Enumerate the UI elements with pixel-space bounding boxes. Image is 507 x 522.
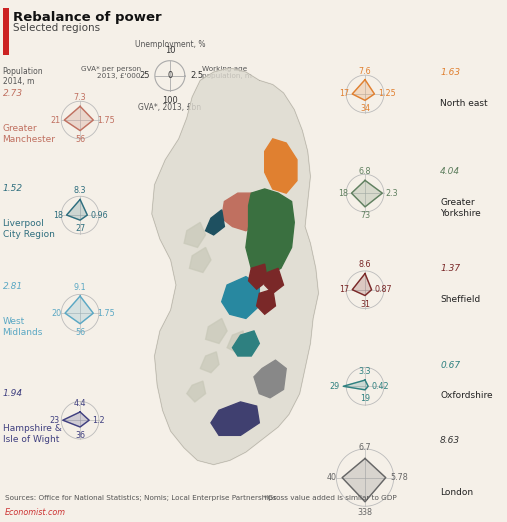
Text: West
Midlands: West Midlands bbox=[3, 317, 43, 337]
Text: 10: 10 bbox=[165, 46, 175, 55]
Text: GVA* per person
2013, £'000: GVA* per person 2013, £'000 bbox=[81, 66, 140, 79]
Polygon shape bbox=[66, 199, 87, 220]
Polygon shape bbox=[227, 331, 243, 352]
Text: 25: 25 bbox=[139, 71, 150, 80]
Text: Hampshire &
Isle of Wight: Hampshire & Isle of Wight bbox=[3, 424, 61, 444]
Text: 5.78: 5.78 bbox=[391, 473, 409, 482]
Text: 18: 18 bbox=[338, 188, 348, 198]
Text: 1.63: 1.63 bbox=[440, 68, 460, 77]
Polygon shape bbox=[65, 296, 93, 324]
Text: 27: 27 bbox=[75, 224, 85, 233]
Text: London: London bbox=[440, 488, 473, 497]
Text: 1.37: 1.37 bbox=[440, 264, 460, 273]
Text: 0.96: 0.96 bbox=[91, 210, 108, 220]
Polygon shape bbox=[265, 139, 297, 193]
Text: 4.4: 4.4 bbox=[74, 399, 86, 408]
Polygon shape bbox=[64, 106, 93, 130]
Text: 20: 20 bbox=[52, 309, 62, 318]
Text: 1.2: 1.2 bbox=[92, 416, 105, 425]
Text: 7.6: 7.6 bbox=[359, 66, 371, 76]
Text: 4.04: 4.04 bbox=[440, 168, 460, 176]
Text: 17: 17 bbox=[339, 89, 349, 99]
Text: 21: 21 bbox=[51, 115, 61, 125]
Polygon shape bbox=[187, 381, 206, 402]
Text: Liverpool
City Region: Liverpool City Region bbox=[3, 219, 54, 239]
Text: 23: 23 bbox=[49, 416, 59, 425]
Text: 8.63: 8.63 bbox=[440, 436, 460, 445]
Text: 0.42: 0.42 bbox=[372, 382, 389, 391]
Polygon shape bbox=[248, 264, 267, 289]
Text: Economist.com: Economist.com bbox=[5, 508, 66, 517]
Text: 18: 18 bbox=[53, 210, 63, 220]
Text: 2.3: 2.3 bbox=[386, 188, 399, 198]
Text: Sheffield: Sheffield bbox=[440, 295, 480, 304]
Text: 56: 56 bbox=[75, 328, 85, 337]
Polygon shape bbox=[254, 360, 286, 398]
Text: Selected regions: Selected regions bbox=[13, 23, 100, 33]
Polygon shape bbox=[206, 210, 225, 235]
Polygon shape bbox=[63, 412, 89, 427]
Text: 6.8: 6.8 bbox=[359, 167, 371, 176]
Text: 1.75: 1.75 bbox=[97, 309, 115, 318]
Text: Unemployment, %: Unemployment, % bbox=[134, 41, 205, 50]
Text: 1.25: 1.25 bbox=[378, 89, 395, 99]
Polygon shape bbox=[246, 189, 294, 277]
Polygon shape bbox=[352, 80, 375, 100]
Polygon shape bbox=[206, 318, 227, 343]
Text: 1.52: 1.52 bbox=[3, 184, 23, 193]
Text: *Gross value added is similar to GDP: *Gross value added is similar to GDP bbox=[264, 495, 396, 501]
Polygon shape bbox=[200, 352, 219, 373]
Text: 2.5: 2.5 bbox=[190, 71, 203, 80]
Text: Rebalance of power: Rebalance of power bbox=[13, 11, 162, 25]
Text: 56: 56 bbox=[75, 135, 85, 144]
Text: 7.3: 7.3 bbox=[74, 93, 86, 102]
Text: Population
2014, m: Population 2014, m bbox=[3, 67, 43, 86]
Text: North east: North east bbox=[440, 99, 488, 108]
Text: 31: 31 bbox=[360, 300, 370, 309]
Text: 1.75: 1.75 bbox=[97, 115, 115, 125]
Text: 73: 73 bbox=[360, 211, 370, 220]
Text: Sources: Office for National Statistics; Nomis; Local Enterprise Partnerships: Sources: Office for National Statistics;… bbox=[5, 495, 277, 501]
Polygon shape bbox=[351, 180, 382, 207]
Text: Working age
population, m: Working age population, m bbox=[202, 66, 252, 79]
Text: 8.3: 8.3 bbox=[74, 186, 86, 195]
Text: 0: 0 bbox=[167, 71, 172, 80]
Text: 3.3: 3.3 bbox=[359, 367, 371, 376]
Polygon shape bbox=[352, 274, 372, 295]
Text: 34: 34 bbox=[360, 104, 370, 113]
Text: 19: 19 bbox=[360, 394, 370, 403]
Text: 6.7: 6.7 bbox=[359, 443, 371, 452]
Polygon shape bbox=[222, 193, 262, 231]
Text: 9.1: 9.1 bbox=[74, 283, 86, 292]
Text: 1.94: 1.94 bbox=[3, 389, 23, 398]
Text: 338: 338 bbox=[357, 508, 373, 517]
Text: 8.6: 8.6 bbox=[359, 260, 371, 269]
Text: 0.67: 0.67 bbox=[440, 361, 460, 370]
Polygon shape bbox=[265, 268, 283, 293]
Polygon shape bbox=[152, 68, 318, 465]
Polygon shape bbox=[190, 247, 211, 272]
Polygon shape bbox=[257, 289, 275, 314]
Text: Greater
Yorkshire: Greater Yorkshire bbox=[440, 198, 481, 218]
Text: 36: 36 bbox=[75, 431, 85, 440]
Polygon shape bbox=[342, 458, 386, 502]
Text: 100: 100 bbox=[162, 96, 178, 105]
Polygon shape bbox=[343, 380, 368, 390]
Text: Oxfordshire: Oxfordshire bbox=[440, 392, 493, 400]
Polygon shape bbox=[232, 331, 260, 356]
Polygon shape bbox=[184, 222, 206, 247]
Text: GVA*, 2013, £bn: GVA*, 2013, £bn bbox=[138, 103, 201, 112]
Text: 17: 17 bbox=[339, 285, 349, 294]
Text: Greater
Manchester: Greater Manchester bbox=[3, 124, 56, 144]
Text: 0.87: 0.87 bbox=[375, 285, 392, 294]
Text: 2.81: 2.81 bbox=[3, 282, 23, 291]
Text: 40: 40 bbox=[327, 473, 337, 482]
Polygon shape bbox=[222, 277, 260, 318]
Text: 29: 29 bbox=[330, 382, 340, 391]
Text: 2.73: 2.73 bbox=[3, 89, 23, 98]
Polygon shape bbox=[211, 402, 260, 435]
